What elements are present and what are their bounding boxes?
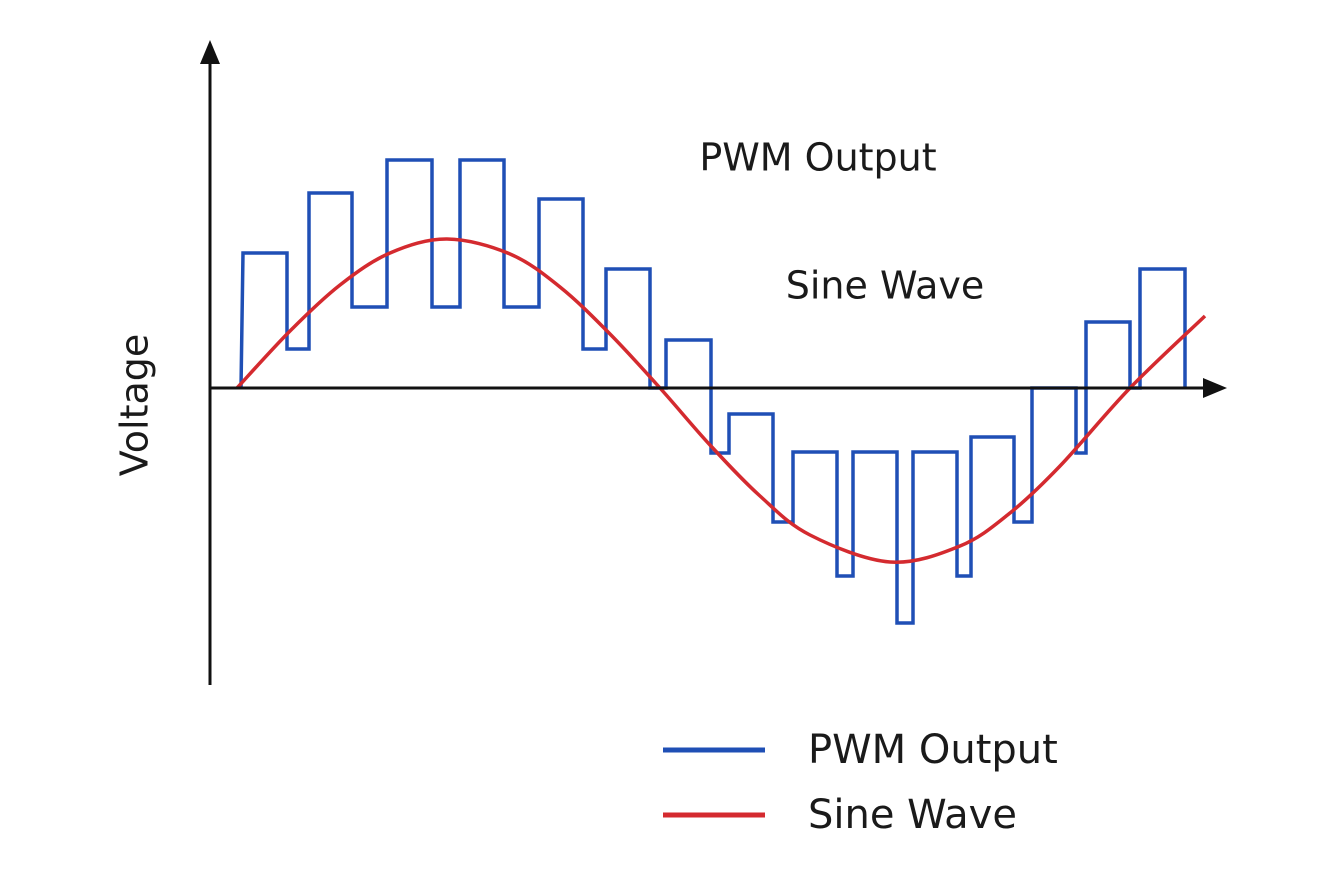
line-series [239, 158, 1187, 625]
x-axis-arrow [1203, 378, 1227, 398]
annotation: Sine Wave [786, 264, 985, 308]
y-axis-arrow [200, 40, 220, 64]
legend-label: PWM Output [808, 727, 1058, 773]
legend-label: Sine Wave [808, 792, 1017, 838]
y-axis-label: Voltage [113, 334, 157, 477]
plot-area [235, 158, 1207, 625]
legend: PWM Output Sine Wave [663, 727, 1058, 838]
annotation: PWM Output [699, 136, 936, 180]
line-series [235, 237, 1207, 564]
